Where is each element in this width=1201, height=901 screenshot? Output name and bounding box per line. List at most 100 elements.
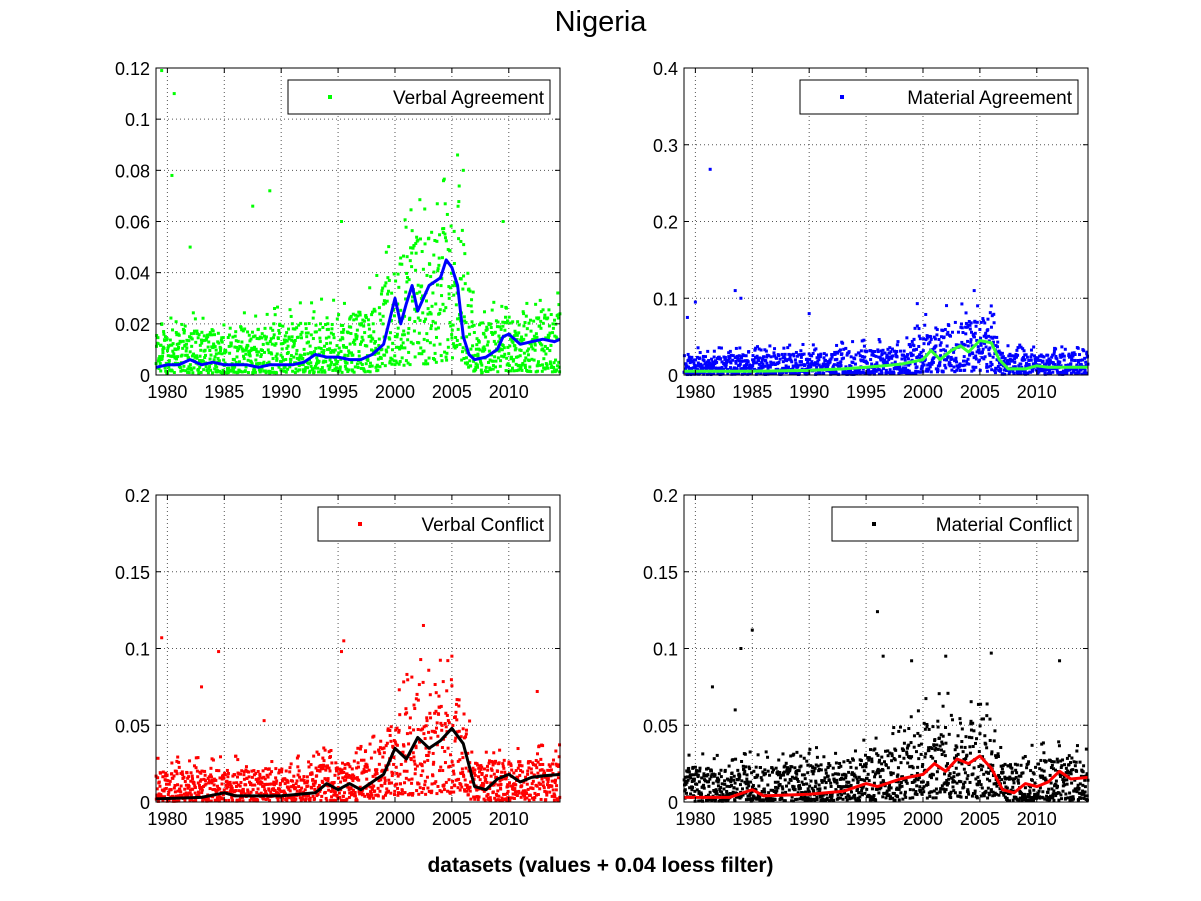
data-point <box>736 768 740 772</box>
data-point <box>263 777 267 781</box>
data-point <box>516 766 520 770</box>
data-point <box>769 788 773 792</box>
data-point <box>336 360 340 364</box>
data-point <box>1052 349 1056 353</box>
data-point <box>973 319 977 323</box>
data-point <box>851 340 855 344</box>
data-point <box>197 783 201 787</box>
data-point <box>956 343 960 347</box>
data-point <box>828 360 832 364</box>
data-point <box>544 336 548 340</box>
data-point <box>876 350 880 354</box>
outlier-point <box>217 650 221 654</box>
data-point <box>440 256 444 260</box>
data-point <box>842 760 846 764</box>
data-point <box>294 352 298 356</box>
data-point <box>339 780 343 784</box>
data-point <box>726 799 730 803</box>
data-point <box>948 334 952 338</box>
data-point <box>379 739 383 743</box>
data-point <box>1029 355 1033 359</box>
data-point <box>402 329 406 333</box>
data-point <box>296 754 300 758</box>
data-point <box>425 775 429 779</box>
data-point <box>198 779 202 783</box>
data-point <box>353 338 357 342</box>
data-point <box>929 337 933 341</box>
data-point <box>298 368 302 372</box>
data-point <box>993 369 997 373</box>
data-point <box>380 362 384 366</box>
data-point <box>220 782 224 786</box>
data-point <box>334 798 338 802</box>
data-point <box>837 785 841 789</box>
data-point <box>986 365 990 369</box>
data-point <box>193 317 197 321</box>
data-point <box>934 326 938 330</box>
data-point <box>781 366 785 370</box>
data-point <box>514 783 518 787</box>
data-point <box>320 297 324 301</box>
data-point <box>363 794 367 798</box>
data-point <box>832 372 836 376</box>
data-point <box>1029 348 1033 352</box>
data-point <box>250 775 254 779</box>
data-point <box>538 782 542 786</box>
data-point <box>794 797 798 801</box>
data-point <box>1016 353 1020 357</box>
data-point <box>412 755 416 759</box>
data-point <box>493 761 497 765</box>
data-point <box>545 346 549 350</box>
data-point <box>162 332 166 336</box>
data-point <box>932 335 936 339</box>
data-point <box>735 787 739 791</box>
data-point <box>773 363 777 367</box>
data-point <box>471 354 475 358</box>
data-point <box>438 705 442 709</box>
data-point <box>896 367 900 371</box>
data-point <box>416 283 420 287</box>
data-point <box>684 362 688 366</box>
data-point <box>308 799 312 803</box>
data-point <box>790 775 794 779</box>
data-point <box>477 795 481 799</box>
data-point <box>201 316 205 320</box>
data-point <box>966 325 970 329</box>
data-point <box>751 354 755 358</box>
data-point <box>541 762 545 766</box>
data-point <box>496 370 500 374</box>
data-point <box>342 328 346 332</box>
data-point <box>920 366 924 370</box>
data-point <box>786 365 790 369</box>
data-point <box>368 796 372 800</box>
data-point <box>755 796 759 800</box>
data-point <box>1055 357 1059 361</box>
data-point <box>392 272 396 276</box>
data-point <box>337 313 341 317</box>
data-point <box>852 372 856 376</box>
data-point <box>295 779 299 783</box>
data-point <box>315 359 319 363</box>
data-point <box>410 675 414 679</box>
data-point <box>270 770 274 774</box>
data-point <box>818 787 822 791</box>
data-point <box>429 327 433 331</box>
data-point <box>224 799 228 803</box>
data-point <box>235 775 239 779</box>
data-point <box>351 779 355 783</box>
data-point <box>347 763 351 767</box>
data-point <box>514 769 518 773</box>
data-point <box>439 284 443 288</box>
data-point <box>795 772 799 776</box>
data-point <box>269 782 273 786</box>
data-point <box>377 779 381 783</box>
data-point <box>447 296 451 300</box>
data-point <box>506 789 510 793</box>
data-point <box>302 779 306 783</box>
data-point <box>1040 366 1044 370</box>
data-point <box>518 760 522 764</box>
data-point <box>927 367 931 371</box>
outlier-point <box>421 623 425 627</box>
data-point <box>984 331 988 335</box>
data-point <box>735 354 739 358</box>
